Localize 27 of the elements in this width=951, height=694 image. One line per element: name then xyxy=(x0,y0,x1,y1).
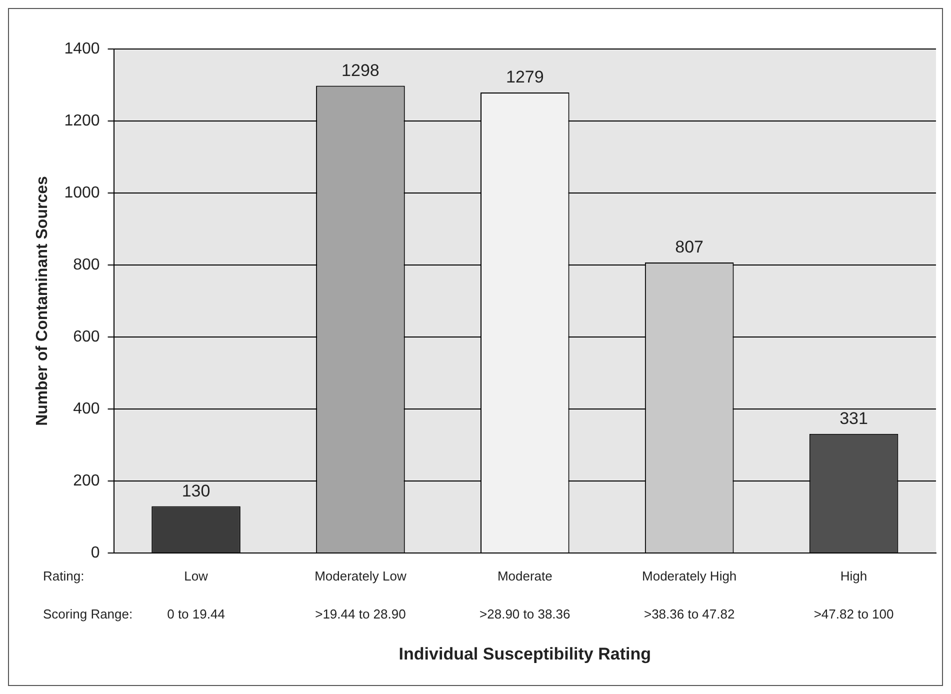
data-label: 331 xyxy=(840,409,868,428)
data-label: 1279 xyxy=(506,68,544,87)
data-label: 807 xyxy=(675,238,704,257)
x-tick-label: Moderately Low xyxy=(314,568,407,584)
text: Scoring Range: xyxy=(43,606,133,622)
text: Rating: xyxy=(43,568,84,584)
y-tick-label: 1400 xyxy=(64,40,100,58)
y-tick-label: 1000 xyxy=(64,184,100,202)
y-axis-title: Number of Contaminant Sources xyxy=(34,176,52,426)
text: >38.36 to 47.82 xyxy=(644,606,735,622)
x-tick-label: Moderate xyxy=(497,568,552,584)
y-tick-label: 600 xyxy=(73,328,100,346)
y-tick-label: 800 xyxy=(73,256,100,274)
data-label: 1298 xyxy=(342,60,380,80)
y-tick-label: 1200 xyxy=(64,112,100,130)
text: >19.44 to 28.90 xyxy=(315,606,406,622)
text: 0 to 19.44 xyxy=(167,606,225,622)
x-tick-label: Moderately High xyxy=(642,568,737,584)
data-label: 130 xyxy=(182,481,210,500)
x-tick-label: High xyxy=(840,568,868,584)
x-tick-label: Low xyxy=(184,568,209,584)
text: >28.90 to 38.36 xyxy=(480,606,570,622)
y-tick-label: 0 xyxy=(90,544,100,562)
y-tick-label: 200 xyxy=(73,472,100,490)
text: >47.82 to 100 xyxy=(814,606,894,622)
x-axis-title: Individual Susceptibility Rating xyxy=(398,644,651,664)
y-tick-label: 400 xyxy=(73,400,100,418)
